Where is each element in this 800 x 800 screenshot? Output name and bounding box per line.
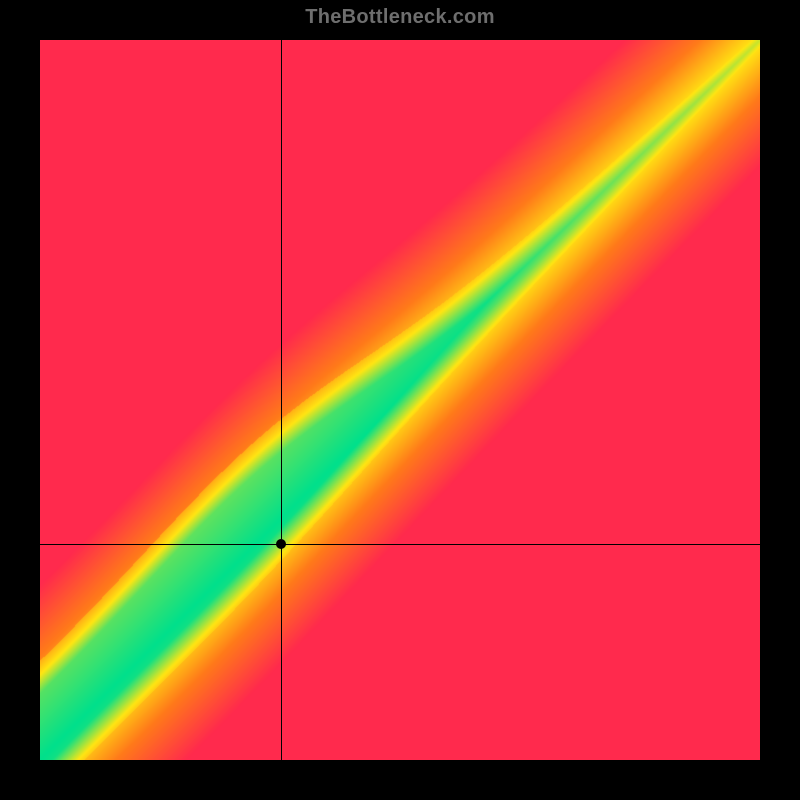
- plot-area: [40, 40, 760, 760]
- selection-marker-dot: [276, 539, 286, 549]
- watermark-text: TheBottleneck.com: [0, 6, 800, 29]
- crosshair-vertical-line: [281, 40, 282, 760]
- crosshair-horizontal-line: [40, 544, 760, 545]
- bottleneck-heatmap: [40, 40, 760, 760]
- chart-wrapper: TheBottleneck.com: [0, 0, 800, 800]
